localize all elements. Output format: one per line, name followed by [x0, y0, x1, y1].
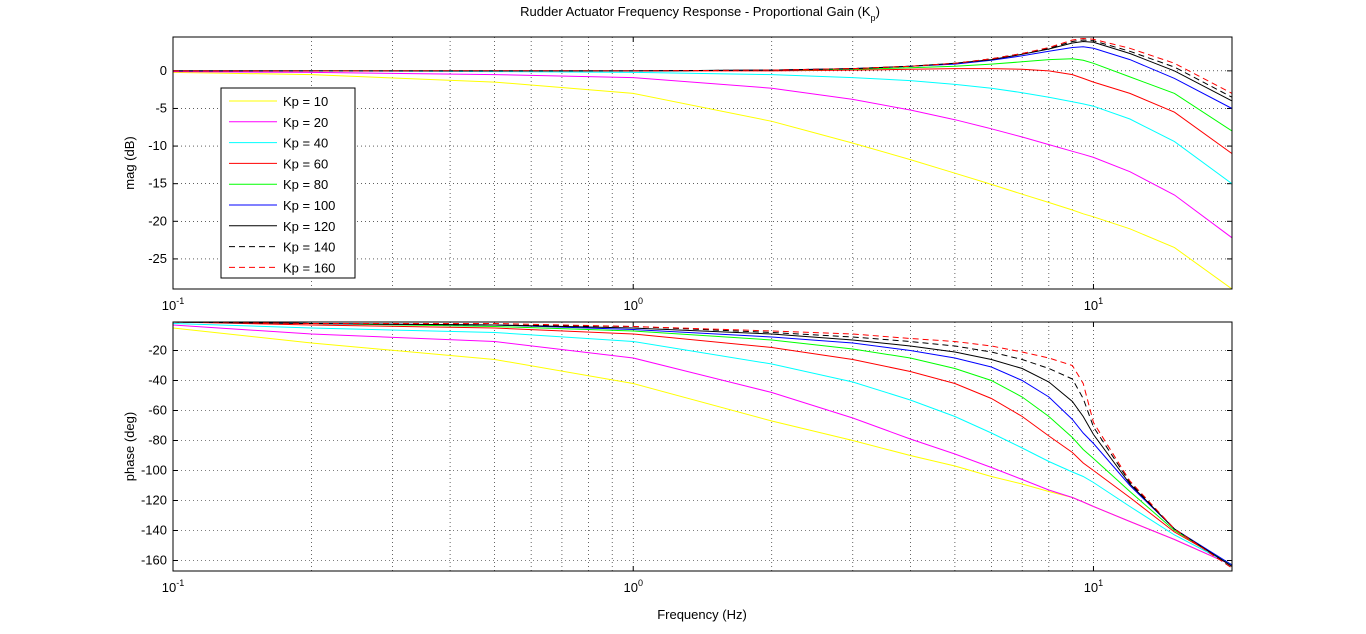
y-tick-label: -20 [148, 343, 167, 358]
x-tick-label: 101 [1084, 296, 1103, 313]
legend-label: Kp = 60 [283, 156, 328, 171]
y-tick-label: -80 [148, 433, 167, 448]
y-tick-label: -40 [148, 373, 167, 388]
magnitude-series-kp10 [173, 71, 1232, 289]
phase-axes-box [172, 321, 1233, 572]
x-tick-label: 10-1 [162, 578, 184, 595]
phase-series-kp160 [173, 322, 1232, 569]
y-tick-label: -100 [141, 463, 167, 478]
magnitude-plot: 0 -5 -10 -15 -20 -25 10-1 100 101 mag (dB) Kp = 10… [122, 36, 1233, 313]
y-tick-label: -60 [148, 403, 167, 418]
x-axis-label: Frequency (Hz) [657, 607, 747, 622]
phase-series-kp80 [173, 322, 1232, 566]
x-tick-label: 101 [1084, 578, 1103, 595]
magnitude-series-kp20 [173, 71, 1232, 239]
y-tick-label: -10 [148, 138, 167, 153]
legend: Kp = 10 Kp = 20 Kp = 40 Kp = 60 Kp = 80 Kp = … [220, 87, 356, 279]
phase-series-kp120 [173, 322, 1232, 567]
y-tick-label: -20 [148, 213, 167, 228]
phase-series-kp60 [173, 322, 1232, 566]
magnitude-series-kp40 [173, 70, 1232, 185]
legend-label: Kp = 80 [283, 177, 328, 192]
phase-series-kp40 [173, 323, 1232, 566]
legend-label: Kp = 40 [283, 136, 328, 151]
y-tick-label: -25 [148, 251, 167, 266]
chart-title: Rudder Actuator Frequency Response - Pro… [520, 4, 880, 23]
phase-plot-area [173, 322, 1232, 571]
y-tick-label: 0 [160, 63, 167, 78]
y-tick-label: -5 [155, 100, 167, 115]
phase-plot: -20 -40 -60 -80 -100 -120 -140 -160 10-1 100 101 ph… [122, 321, 1233, 595]
magnitude-series-kp160 [173, 37, 1232, 94]
y-tick-label: -140 [141, 523, 167, 538]
x-tick-label: 100 [623, 296, 642, 313]
phase-series-kp20 [173, 324, 1232, 566]
phase-series-kp100 [173, 322, 1232, 566]
y-tick-label: -160 [141, 553, 167, 568]
magnitude-axes-box [172, 36, 1233, 290]
x-tick-label: 10-1 [162, 296, 184, 313]
legend-label: Kp = 10 [283, 94, 328, 109]
y-tick-label: -15 [148, 176, 167, 191]
legend-label: Kp = 100 [283, 198, 335, 213]
y-tick-label: -120 [141, 493, 167, 508]
phase-y-axis-label: phase (deg) [122, 412, 137, 481]
x-tick-label: 100 [623, 578, 642, 595]
magnitude-y-axis-label: mag (dB) [122, 136, 137, 189]
legend-label: Kp = 140 [283, 240, 335, 255]
legend-label: Kp = 160 [283, 260, 335, 275]
legend-label: Kp = 120 [283, 219, 335, 234]
legend-label: Kp = 20 [283, 115, 328, 130]
